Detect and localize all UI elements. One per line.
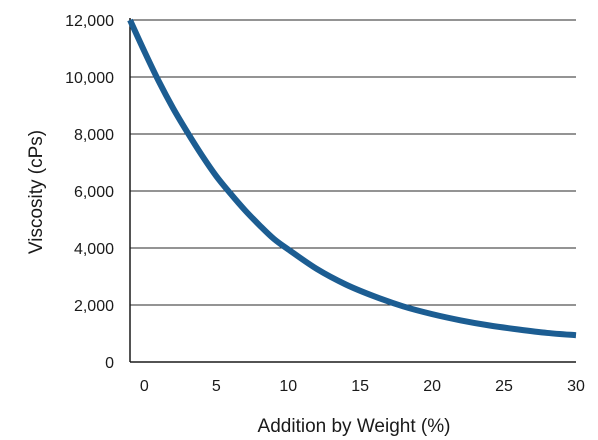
y-tick-label: 4,000 [74, 241, 114, 258]
x-tick-label: 5 [212, 378, 221, 395]
axes [129, 18, 576, 363]
x-tick-label: 15 [351, 378, 369, 395]
x-tick-label: 20 [423, 378, 441, 395]
grid-lines [130, 19, 576, 306]
y-axis-title: Viscosity (cPs) [26, 130, 47, 254]
y-tick-label: 8,000 [74, 127, 114, 144]
x-tick-label: 25 [495, 378, 513, 395]
y-tick-label: 10,000 [65, 70, 114, 87]
tick-labels: 0 2,000 4,000 6,000 8,000 10,000 12,000 0 5 10 15 2… [65, 13, 585, 395]
y-tick-label: 12,000 [65, 13, 114, 30]
x-axis-title: Addition by Weight (%) [258, 416, 451, 437]
series-layer [127, 18, 577, 339]
x-tick-label: 30 [567, 378, 585, 395]
y-tick-label: 2,000 [74, 298, 114, 315]
y-tick-label: 6,000 [74, 184, 114, 201]
series-line-0 [127, 18, 577, 339]
y-tick-label: 0 [105, 355, 114, 372]
x-tick-label: 0 [140, 378, 149, 395]
x-tick-label: 10 [279, 378, 297, 395]
